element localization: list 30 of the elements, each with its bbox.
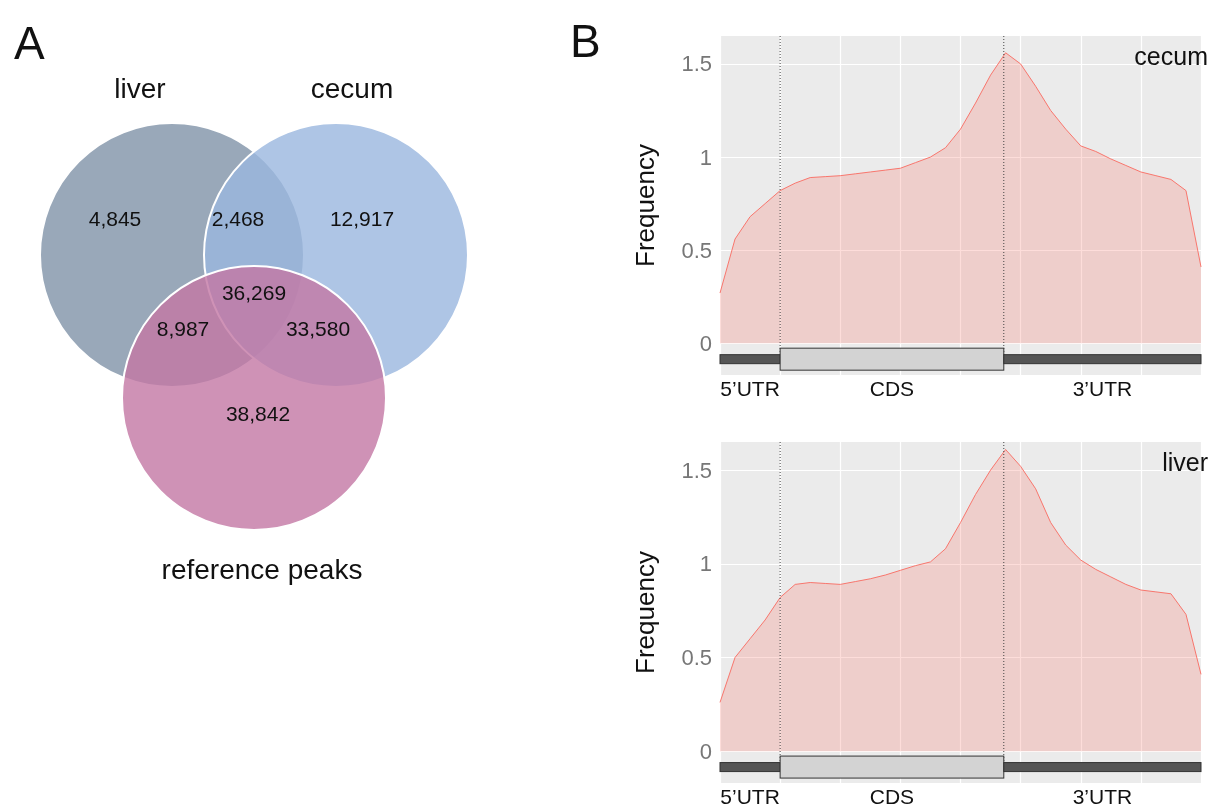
y-tick-label: 0.5 xyxy=(681,237,712,263)
chart-title: cecum xyxy=(1134,41,1209,70)
text: CDS xyxy=(869,376,915,400)
text: 5’UTR xyxy=(720,376,780,400)
text: liver xyxy=(114,72,166,104)
y-tick-label: 1.5 xyxy=(681,457,712,483)
y-tick-label: 1 xyxy=(699,144,712,170)
y-tick-label: 1.5 xyxy=(681,51,712,77)
text: cecum xyxy=(310,72,394,104)
y-axis-title: Frequency xyxy=(630,144,660,267)
text: A xyxy=(14,17,45,69)
data-label: 38,842 xyxy=(225,401,291,425)
text: reference peaks xyxy=(161,553,363,585)
y-tick-label: 0.5 xyxy=(681,644,712,670)
data-label: 36,269 xyxy=(221,280,287,304)
y-axis-title: Frequency xyxy=(630,551,660,674)
data-label: 2,468 xyxy=(211,206,265,230)
text: CDS xyxy=(869,784,915,807)
y-tick-label: 1 xyxy=(699,551,712,577)
data-label: 4,845 xyxy=(88,206,142,230)
data-label: 8,987 xyxy=(156,316,210,340)
text: B xyxy=(570,15,601,67)
y-tick-label: 0 xyxy=(699,738,712,764)
data-label: 12,917 xyxy=(329,206,395,230)
text: 3’UTR xyxy=(1072,784,1133,807)
text: 3’UTR xyxy=(1072,376,1133,400)
y-tick-label: 0 xyxy=(699,330,712,356)
text: 5’UTR xyxy=(720,784,780,807)
data-label: 33,580 xyxy=(285,316,351,340)
chart-title: liver xyxy=(1162,447,1209,476)
